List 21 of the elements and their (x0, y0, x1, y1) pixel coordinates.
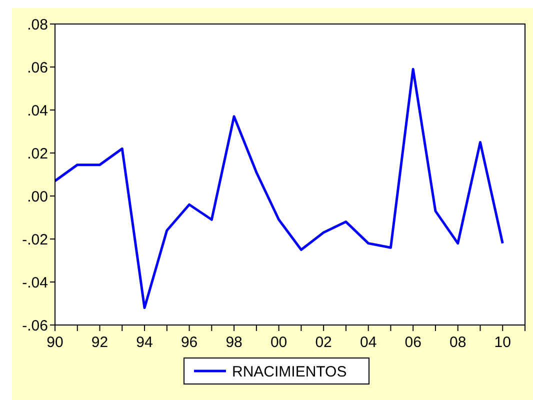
y-tick-label: .06 (27, 59, 48, 76)
y-tick-label: -.06 (22, 317, 48, 334)
y-tick-label: -.04 (22, 274, 48, 292)
x-tick-label: 92 (91, 334, 108, 351)
y-tick-label: -.02 (22, 231, 48, 248)
y-tick-label: .04 (27, 102, 48, 120)
y-tick-label: .08 (27, 16, 48, 34)
y-tick-label: .00 (27, 188, 48, 206)
x-tick-label: 98 (226, 334, 242, 351)
y-tick-label: .02 (27, 145, 48, 162)
x-tick-label: 06 (404, 334, 422, 351)
x-tick-label: 90 (46, 334, 64, 351)
legend-label: RNACIMIENTOS (232, 363, 347, 380)
x-tick-label: 00 (270, 334, 288, 351)
line-series (54, 68, 504, 310)
x-tick-label: 96 (180, 334, 198, 351)
x-tick-label: 02 (315, 334, 332, 351)
x-tick-label: 04 (360, 334, 377, 351)
x-tick-label: 08 (450, 334, 466, 351)
x-tick-label: 94 (136, 334, 153, 351)
x-tick-label: 10 (494, 334, 511, 351)
